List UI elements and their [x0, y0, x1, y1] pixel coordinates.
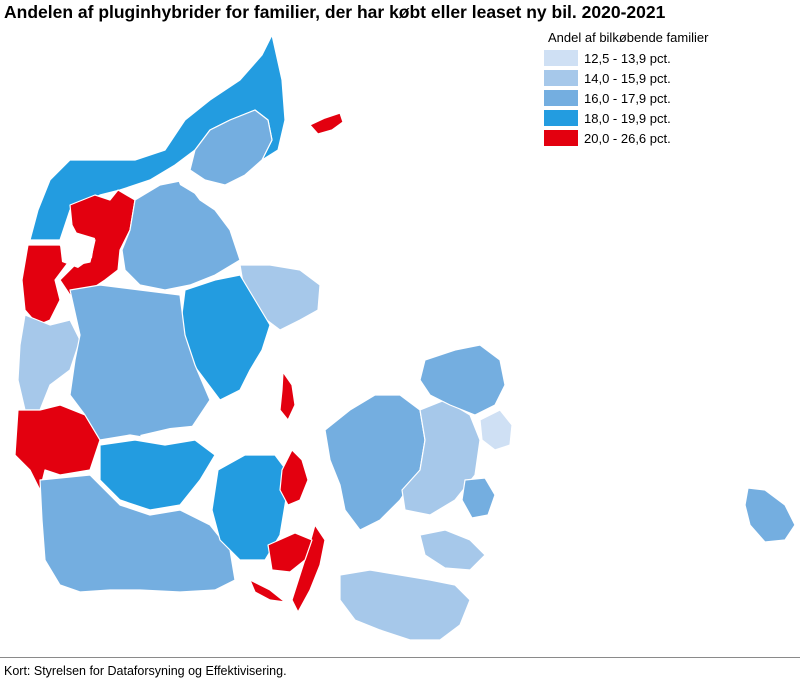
legend-swatch [544, 130, 578, 146]
legend-swatch [544, 90, 578, 106]
legend-label: 14,0 - 15,9 pct. [584, 70, 671, 86]
footer-divider [0, 657, 800, 658]
region-south-jutland [39, 474, 236, 593]
region-copenhagen [479, 409, 513, 451]
region-vendsyssel-east [189, 109, 273, 186]
legend-swatch [544, 110, 578, 126]
region-aeroe [249, 532, 313, 603]
region-vejle-area [99, 439, 216, 511]
region-funen-east [279, 449, 309, 506]
vejle-fjord-water [140, 425, 200, 442]
map-legend: Andel af bilkøbende familier 12,5 - 13,9… [544, 30, 708, 148]
legend-item: 20,0 - 26,6 pct. [544, 128, 708, 148]
region-stevns [461, 477, 496, 519]
legend-item: 12,5 - 13,9 pct. [544, 48, 708, 68]
region-laesoe [309, 112, 344, 135]
legend-swatch [544, 50, 578, 66]
legend-label: 12,5 - 13,9 pct. [584, 50, 671, 66]
legend-label: 16,0 - 17,9 pct. [584, 90, 671, 106]
region-bornholm [744, 487, 796, 543]
region-north-zealand [419, 344, 506, 416]
region-southwest-coast [14, 404, 101, 491]
map-title: Andelen af pluginhybrider for familier, … [4, 2, 666, 22]
region-samsoe [279, 371, 296, 421]
legend-label: 20,0 - 26,6 pct. [584, 130, 671, 146]
limfjord-water [60, 232, 95, 268]
legend-title: Andel af bilkøbende familier [548, 30, 709, 45]
source-note: Kort: Styrelsen for Dataforsyning og Eff… [4, 664, 287, 678]
legend-swatch [544, 70, 578, 86]
region-funen-west [211, 454, 291, 561]
legend-item: 14,0 - 15,9 pct. [544, 68, 708, 88]
region-lolland-falster [339, 529, 486, 641]
legend-item: 16,0 - 17,9 pct. [544, 88, 708, 108]
legend-label: 18,0 - 19,9 pct. [584, 110, 671, 126]
limfjord-water-east [175, 172, 252, 205]
legend-item: 18,0 - 19,9 pct. [544, 108, 708, 128]
region-zealand-central [401, 399, 481, 516]
region-central-west-jutland [17, 314, 81, 411]
